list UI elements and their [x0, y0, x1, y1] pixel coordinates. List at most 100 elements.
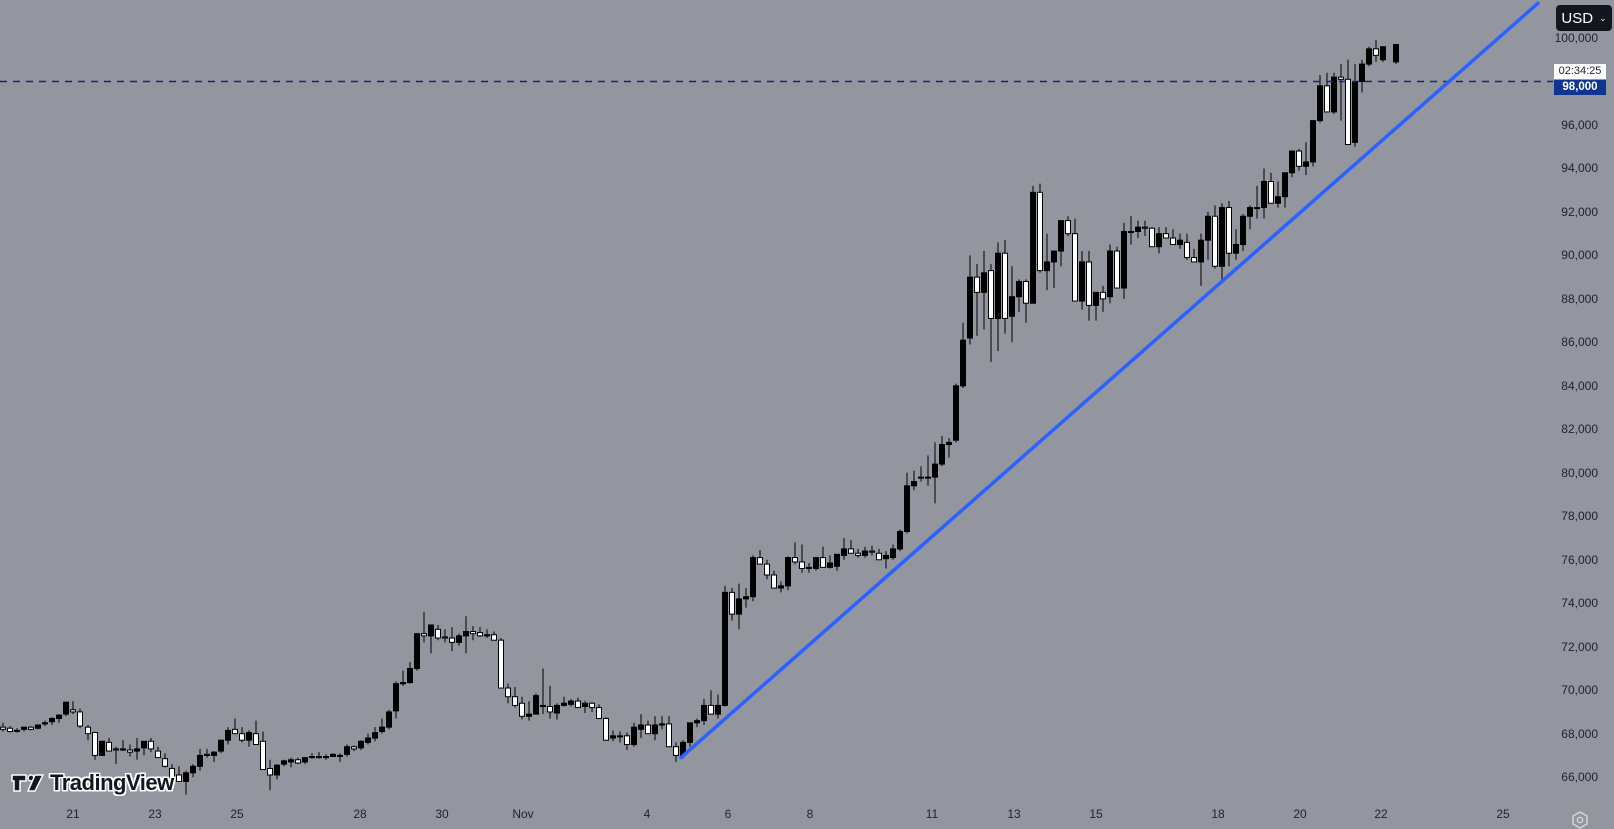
candle-down: [603, 717, 609, 741]
candle-up: [1366, 48, 1372, 65]
candle-up: [63, 701, 69, 715]
candle-down: [512, 696, 518, 706]
candle-up: [1380, 46, 1386, 61]
candle-up: [141, 740, 147, 749]
candle-down: [1114, 250, 1120, 289]
candle-down: [848, 548, 854, 554]
candle-up: [561, 702, 567, 706]
candle-up: [1247, 207, 1253, 217]
candle-down: [176, 774, 182, 783]
bar-countdown: 02:34:25: [1554, 64, 1606, 79]
candle-up: [967, 276, 973, 339]
candle-down: [239, 733, 245, 741]
candle-up: [1058, 220, 1064, 252]
candle-down: [666, 723, 672, 748]
currency-button[interactable]: USD ⌄: [1556, 5, 1612, 31]
candle-down: [1268, 180, 1274, 204]
candle-down: [127, 749, 133, 753]
time-axis-label: 13: [1007, 807, 1021, 821]
candle-down: [624, 735, 630, 746]
candle-up: [358, 740, 364, 749]
price-axis-label: 80,000: [1561, 465, 1598, 480]
candle-up: [1359, 63, 1365, 82]
candle-down: [351, 746, 357, 750]
candle-up: [1030, 191, 1036, 304]
candle-up: [1079, 261, 1085, 302]
candle-down: [1037, 191, 1043, 272]
candle-down: [1324, 85, 1330, 113]
candle-up: [638, 724, 644, 730]
candle-up: [484, 634, 490, 637]
candle-down: [1191, 257, 1197, 263]
candle-up: [386, 711, 392, 728]
candle-down: [1226, 207, 1232, 254]
candle-up: [1156, 233, 1162, 248]
candle-up: [120, 748, 126, 751]
candle-down: [77, 711, 83, 727]
candle-up: [1275, 196, 1281, 204]
candle-down: [792, 557, 798, 563]
candle-up: [1254, 207, 1260, 210]
candle-up: [1233, 244, 1239, 254]
candle-up: [1009, 296, 1015, 317]
trendline[interactable]: [679, 1, 1540, 760]
candle-down: [505, 687, 511, 698]
candle-down: [771, 574, 777, 589]
candle-down: [316, 756, 322, 759]
candle-down: [106, 741, 112, 752]
time-axis-label: 11: [925, 807, 939, 821]
candle-up: [694, 720, 700, 724]
candle-down: [519, 702, 525, 717]
price-axis-label: 78,000: [1561, 509, 1598, 524]
candle-down: [1170, 237, 1176, 246]
price-axis-label: 92,000: [1561, 204, 1598, 219]
candle-up: [736, 598, 742, 615]
candle-up: [834, 553, 840, 567]
candle-up: [407, 667, 413, 684]
candle-down: [1296, 150, 1302, 167]
candle-up: [785, 557, 791, 587]
candle-up: [288, 759, 294, 763]
candle-up: [862, 550, 868, 556]
candle-up: [540, 704, 546, 708]
candle-down: [253, 733, 259, 746]
candle-down: [1184, 241, 1190, 259]
candle-up: [1310, 120, 1316, 163]
price-axis-label: 76,000: [1561, 552, 1598, 567]
candle-up: [1331, 76, 1337, 113]
candle-down: [0, 726, 6, 730]
candle-up: [687, 722, 693, 743]
price-axis-label: 82,000: [1561, 422, 1598, 437]
settings-icon[interactable]: [1571, 811, 1589, 829]
candle-down: [28, 726, 34, 730]
candle-up: [1303, 161, 1309, 167]
candle-down: [1002, 252, 1008, 319]
candle-up: [995, 252, 1001, 319]
candle-down: [470, 631, 476, 635]
candlestick-series: [0, 40, 1399, 795]
candle-up: [1289, 150, 1295, 174]
candle-down: [855, 552, 861, 556]
candle-up: [99, 740, 105, 756]
candle-up: [281, 760, 287, 765]
candle-up: [190, 765, 196, 774]
price-axis-label: 90,000: [1561, 248, 1598, 263]
candle-up: [1135, 226, 1141, 232]
candle-up: [21, 726, 27, 730]
candle-up: [1219, 207, 1225, 267]
candle-up: [610, 735, 616, 739]
candle-up: [1205, 215, 1211, 241]
candle-up: [379, 726, 385, 733]
tradingview-logo[interactable]: TradingView: [10, 770, 174, 796]
candle-up: [631, 726, 637, 746]
candle-up: [981, 272, 987, 293]
candle-up: [35, 724, 41, 729]
time-axis-label: 6: [724, 807, 732, 821]
candle-up: [904, 485, 910, 532]
candle-up: [14, 729, 20, 732]
candle-up: [337, 754, 343, 757]
candle-up: [1121, 230, 1127, 289]
candle-up: [533, 695, 539, 715]
chevron-down-icon: ⌄: [1599, 12, 1607, 23]
